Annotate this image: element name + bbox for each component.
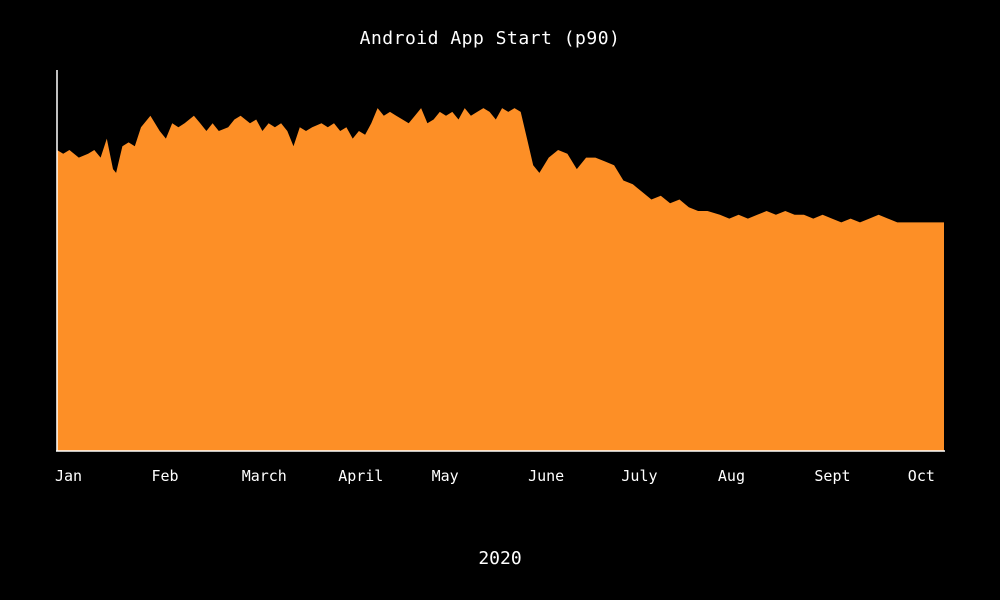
x-tick-label-june: June (528, 467, 564, 485)
x-tick-label-sept: Sept (814, 467, 850, 485)
x-tick-label-jan: Jan (55, 467, 82, 485)
x-tick-label-july: July (621, 467, 657, 485)
chart-title: Android App Start (p90) (359, 28, 621, 49)
x-tick-label-april: April (338, 467, 383, 485)
x-tick-label-feb: Feb (152, 467, 179, 485)
x-tick-labels: Jan Feb March April May June July Aug Sept Oct (55, 467, 935, 485)
x-tick-label-march: March (242, 467, 287, 485)
x-tick-label-oct: Oct (908, 467, 935, 485)
x-axis-label: 2020 (478, 548, 522, 569)
x-tick-label-may: May (432, 467, 459, 485)
area-series-0 (57, 108, 944, 451)
area-layer (57, 108, 944, 451)
x-tick-label-aug: Aug (718, 467, 745, 485)
